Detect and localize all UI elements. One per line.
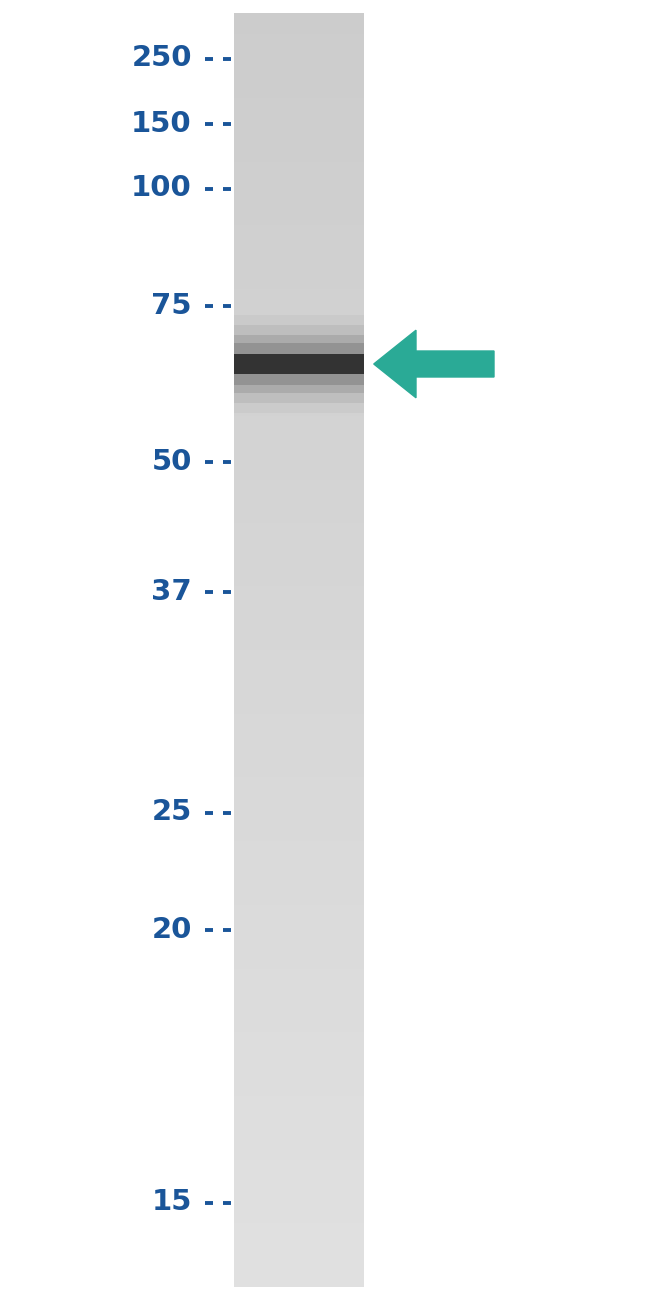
Bar	[234, 650, 364, 671]
Text: 250: 250	[131, 44, 192, 73]
Bar	[234, 13, 364, 1287]
FancyArrow shape	[374, 330, 494, 398]
Bar	[234, 586, 364, 607]
Bar	[234, 777, 364, 798]
Bar	[234, 1266, 364, 1287]
Bar	[234, 1244, 364, 1266]
Text: 37: 37	[151, 577, 192, 606]
Bar	[234, 247, 364, 268]
Bar	[234, 1032, 364, 1053]
Bar	[234, 120, 364, 140]
Bar	[234, 332, 364, 352]
Bar	[234, 629, 364, 650]
Bar	[234, 161, 364, 183]
Bar	[234, 607, 364, 629]
Bar	[234, 757, 364, 777]
Bar	[234, 543, 364, 566]
Bar	[234, 841, 364, 862]
Bar	[234, 140, 364, 161]
Bar	[234, 416, 364, 438]
Bar	[234, 352, 364, 374]
Bar	[234, 438, 364, 459]
Bar	[234, 77, 364, 98]
Bar	[234, 1139, 364, 1160]
Bar	[234, 1011, 364, 1032]
Bar	[234, 1160, 364, 1180]
Bar	[234, 56, 364, 77]
Bar	[234, 926, 364, 948]
Bar	[234, 311, 364, 332]
Bar	[234, 884, 364, 905]
Bar	[234, 289, 364, 311]
Bar	[234, 671, 364, 693]
Bar	[234, 395, 364, 416]
Bar	[234, 1053, 364, 1075]
Bar	[234, 225, 364, 247]
Text: 25: 25	[151, 798, 192, 827]
Bar	[234, 335, 364, 393]
Bar	[234, 98, 364, 120]
Bar	[234, 459, 364, 480]
Text: 15: 15	[151, 1188, 192, 1217]
Bar	[234, 734, 364, 757]
Bar	[234, 1096, 364, 1117]
Bar	[234, 566, 364, 586]
Bar	[234, 343, 364, 385]
Bar	[234, 820, 364, 841]
Bar	[234, 268, 364, 289]
Text: 75: 75	[151, 291, 192, 320]
Bar	[234, 968, 364, 989]
Bar	[234, 502, 364, 523]
Bar	[234, 905, 364, 926]
Bar	[234, 1202, 364, 1223]
Text: 20: 20	[151, 915, 192, 944]
Bar	[234, 693, 364, 714]
Bar	[234, 374, 364, 395]
Bar	[234, 315, 364, 413]
Bar	[234, 989, 364, 1011]
Bar	[234, 1180, 364, 1202]
Text: 150: 150	[131, 109, 192, 138]
Text: 100: 100	[131, 174, 192, 203]
Bar	[234, 1075, 364, 1096]
Bar	[234, 714, 364, 734]
Bar	[234, 862, 364, 884]
Bar	[234, 325, 364, 403]
Bar	[234, 183, 364, 204]
Bar	[234, 34, 364, 56]
Bar	[234, 204, 364, 225]
Bar	[234, 1117, 364, 1139]
Bar	[234, 13, 364, 34]
Bar	[234, 948, 364, 968]
Text: 50: 50	[151, 447, 192, 476]
Bar	[234, 523, 364, 543]
Bar	[234, 480, 364, 502]
Bar	[234, 1223, 364, 1244]
Bar	[234, 798, 364, 820]
Bar	[234, 354, 364, 374]
